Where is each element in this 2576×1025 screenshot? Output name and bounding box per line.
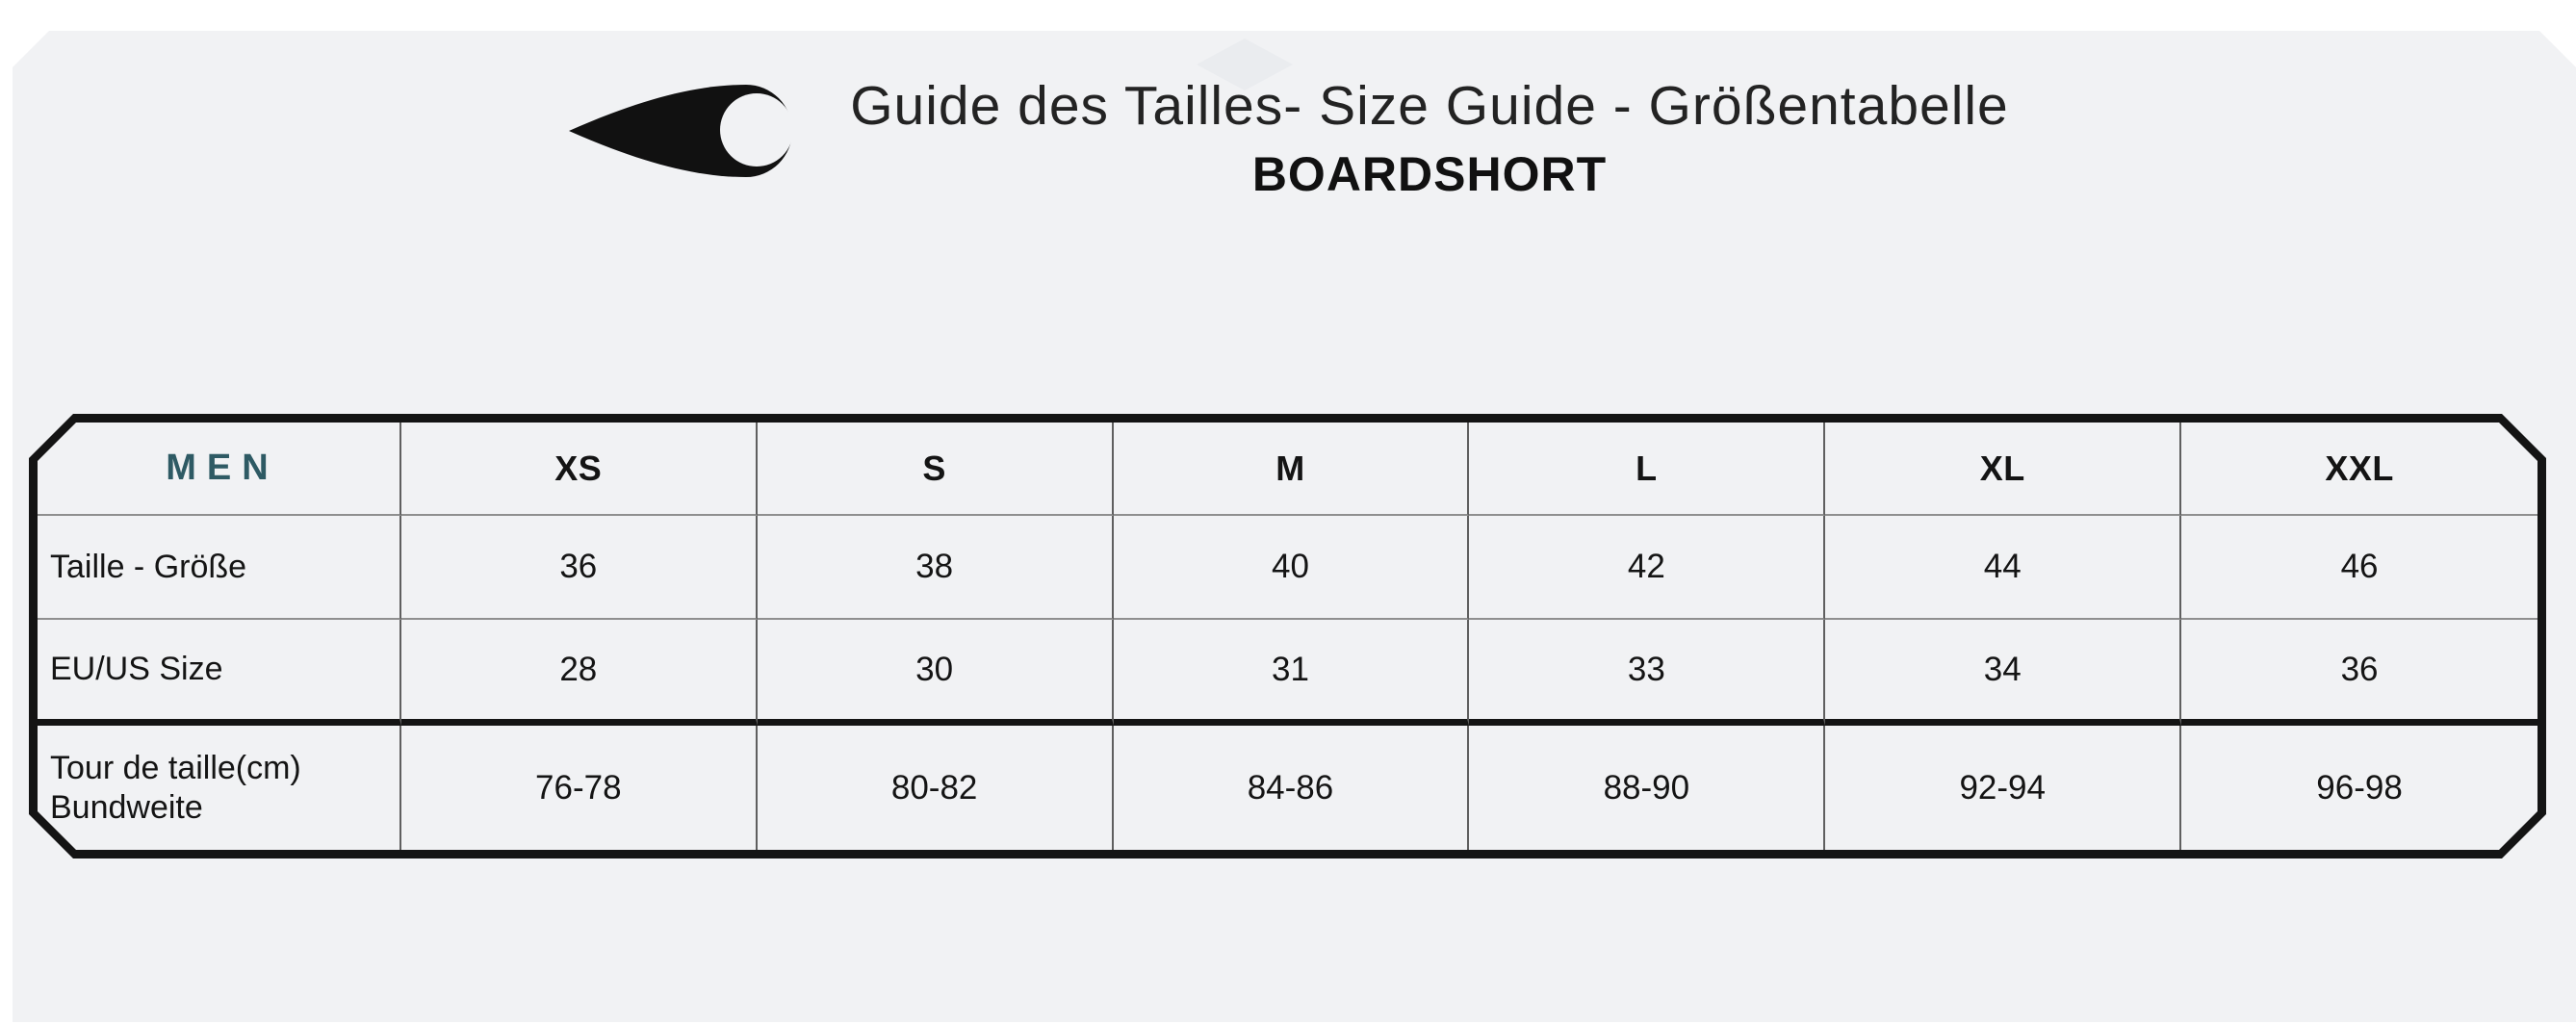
table-cell: 40 (1114, 516, 1470, 620)
comet-teardrop-logo-icon (569, 85, 794, 177)
table-cell: 80-82 (758, 726, 1114, 850)
size-guide-title: Guide des Tailles- Size Guide - Größenta… (850, 75, 2009, 137)
product-name: BOARDSHORT (1251, 146, 1608, 201)
size-header-xs: XS (401, 423, 758, 516)
table-cell: 42 (1469, 516, 1825, 620)
size-table-grid: MEN XS S M L XL XXL Taille - Größe 36 38… (38, 423, 2537, 850)
row-label-line2: Bundweite (50, 788, 203, 826)
row-label-eu-us-size: EU/US Size (38, 620, 401, 726)
table-cell: 36 (2181, 620, 2537, 726)
table-cell: 92-94 (1825, 726, 2181, 850)
table-cell: 36 (401, 516, 758, 620)
size-header-xl: XL (1825, 423, 2181, 516)
table-cell: 33 (1469, 620, 1825, 726)
table-cell: 96-98 (2316, 768, 2403, 807)
size-table: MEN XS S M L XL XXL Taille - Größe 36 38… (29, 414, 2546, 858)
table-cell: 84-86 (1114, 726, 1470, 850)
size-header-m: M (1114, 423, 1470, 516)
table-cell: 44 (1825, 516, 2181, 620)
table-cell: 38 (758, 516, 1114, 620)
table-cell: 46 (2181, 516, 2537, 620)
table-cell: 34 (1825, 620, 2181, 726)
size-header-xxl: XXL (2181, 423, 2537, 516)
row-label-tour-de-taille: Tour de taille(cm) Bundweite (38, 726, 401, 850)
table-corner-label: MEN (38, 423, 401, 516)
table-cell: 31 (1114, 620, 1470, 726)
table-cell: 30 (758, 620, 1114, 726)
row-label-taille: Taille - Größe (38, 516, 401, 620)
table-cell: 88-90 (1469, 726, 1825, 850)
size-guide-header: Guide des Tailles- Size Guide - Größenta… (0, 75, 2576, 202)
table-cell: 76-78 (401, 726, 758, 850)
size-header-s: S (758, 423, 1114, 516)
size-header-l: L (1469, 423, 1825, 516)
table-cell: 28 (401, 620, 758, 726)
row-label-line1: Tour de taille(cm) (50, 750, 301, 787)
size-table-body: MEN XS S M L XL XXL Taille - Größe 36 38… (38, 423, 2537, 850)
